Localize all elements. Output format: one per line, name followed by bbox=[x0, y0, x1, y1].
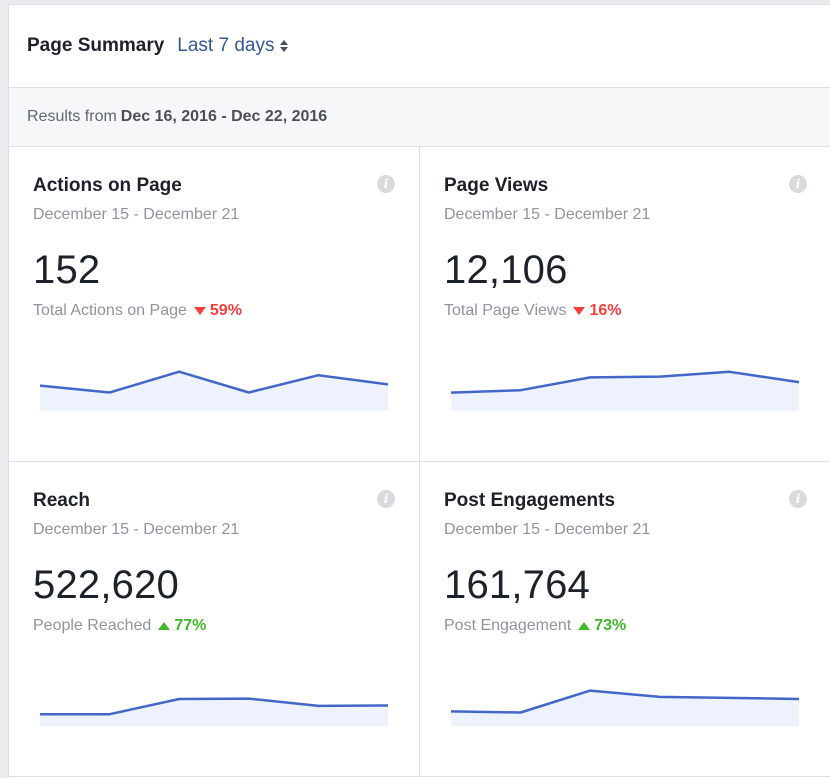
info-icon[interactable]: i bbox=[789, 175, 807, 193]
sparkline-area bbox=[40, 698, 388, 726]
card-date-range: December 15 - December 21 bbox=[33, 206, 240, 223]
sort-arrows-icon bbox=[280, 40, 289, 52]
date-range-label: Last 7 days bbox=[177, 35, 275, 56]
sparkline-area bbox=[40, 371, 388, 411]
results-range: Dec 16, 2016 - Dec 22, 2016 bbox=[120, 108, 328, 125]
card-title[interactable]: Page Views bbox=[444, 175, 549, 196]
card-reach[interactable]: Reach December 15 - December 21 522,620 … bbox=[9, 462, 420, 777]
change-percent: 77% bbox=[174, 617, 207, 634]
trend-down-icon bbox=[193, 307, 206, 315]
trend-up-icon bbox=[578, 622, 591, 630]
card-metric-label: Total Page Views bbox=[444, 302, 567, 319]
card-page-views[interactable]: Page Views December 15 - December 21 12,… bbox=[420, 147, 830, 462]
info-icon[interactable]: i bbox=[377, 175, 395, 193]
card-metric-row: Total Page Views 16% bbox=[444, 302, 807, 320]
card-metric-label: People Reached bbox=[33, 617, 152, 634]
sparkline-line bbox=[40, 697, 388, 716]
page-title: Page Summary bbox=[27, 35, 165, 56]
card-title[interactable]: Post Engagements bbox=[444, 490, 616, 511]
card-date-range: December 15 - December 21 bbox=[444, 521, 651, 538]
card-metric-label: Total Actions on Page bbox=[33, 302, 187, 319]
summary-header: Page Summary Last 7 days bbox=[9, 5, 830, 88]
card-metric-label: Post Engagement bbox=[444, 617, 572, 634]
card-value: 152 bbox=[33, 248, 101, 292]
sparkline-line bbox=[40, 370, 388, 394]
sparkline-line bbox=[451, 370, 799, 394]
card-value: 161,764 bbox=[444, 563, 590, 607]
sparkline-area bbox=[451, 690, 799, 726]
card-actions-on-page[interactable]: Actions on Page December 15 - December 2… bbox=[9, 147, 420, 462]
sparkline-chart bbox=[40, 370, 388, 411]
sparkline-line bbox=[451, 689, 799, 714]
sparkline-chart bbox=[40, 697, 388, 726]
card-value: 12,106 bbox=[444, 248, 568, 292]
sparkline-chart bbox=[451, 689, 799, 726]
sparkline-area bbox=[451, 371, 799, 411]
results-bar: Results from Dec 16, 2016 - Dec 22, 2016 bbox=[9, 88, 830, 147]
trend-down-icon bbox=[573, 307, 586, 315]
card-metric-row: People Reached 77% bbox=[33, 617, 395, 635]
trend-up-icon bbox=[158, 622, 171, 630]
card-metric-row: Post Engagement 73% bbox=[444, 617, 807, 635]
change-percent: 16% bbox=[589, 302, 622, 319]
results-prefix: Results from bbox=[27, 108, 117, 125]
card-date-range: December 15 - December 21 bbox=[33, 521, 240, 538]
date-range-selector[interactable]: Last 7 days bbox=[177, 35, 289, 57]
metrics-grid: Actions on Page December 15 - December 2… bbox=[9, 147, 830, 777]
change-percent: 59% bbox=[209, 302, 242, 319]
info-icon[interactable]: i bbox=[789, 490, 807, 508]
card-date-range: December 15 - December 21 bbox=[444, 206, 651, 223]
card-title[interactable]: Reach bbox=[33, 490, 91, 511]
page-summary-panel: Page Summary Last 7 days Results from De… bbox=[8, 4, 830, 778]
sparkline-chart bbox=[451, 370, 799, 411]
card-value: 522,620 bbox=[33, 563, 179, 607]
info-icon[interactable]: i bbox=[377, 490, 395, 508]
card-metric-row: Total Actions on Page 59% bbox=[33, 302, 395, 320]
card-post-engagements[interactable]: Post Engagements December 15 - December … bbox=[420, 462, 830, 777]
change-percent: 73% bbox=[594, 617, 627, 634]
card-title[interactable]: Actions on Page bbox=[33, 175, 182, 196]
